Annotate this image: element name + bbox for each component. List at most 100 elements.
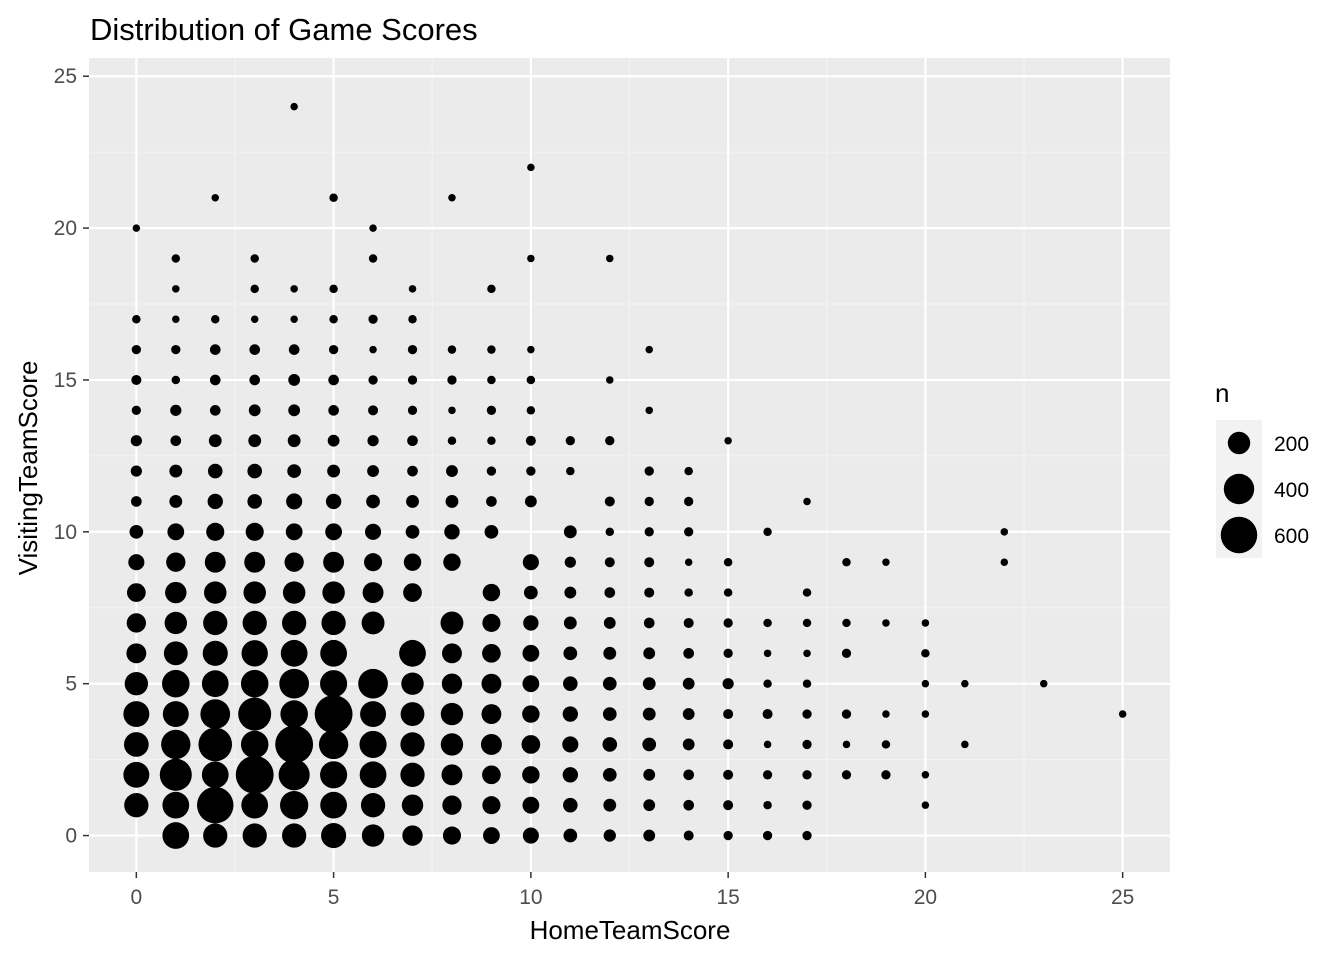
data-point [126,583,146,602]
data-point [842,618,851,628]
x-tick-label: 15 [716,886,739,909]
data-point [643,829,656,842]
data-point [290,102,298,111]
data-point [203,823,228,848]
data-point [1118,710,1127,718]
data-point [683,617,694,628]
data-point [684,466,693,476]
data-point [408,314,417,324]
data-point [368,254,378,263]
data-point [482,613,501,632]
data-point [602,737,618,752]
data-point [522,554,539,571]
data-point [723,830,733,841]
data-point [802,588,812,597]
data-point [282,610,307,636]
x-axis-title: HomeTeamScore [530,915,731,945]
data-point [527,345,535,354]
data-point [320,791,347,819]
legend-key-point [1227,431,1251,455]
data-point [368,314,378,324]
data-point [563,828,578,843]
data-point [762,830,773,841]
data-point [487,436,496,445]
data-point [290,285,298,293]
legend-key-point [1220,516,1258,554]
data-point [242,610,267,636]
data-point [203,610,228,636]
data-point [400,762,425,787]
data-point [522,675,540,693]
data-point [328,344,339,355]
data-point [366,494,380,509]
data-point [441,764,463,786]
data-point [642,737,657,752]
data-point [407,435,418,447]
data-point [131,374,142,385]
data-point [442,643,462,664]
data-point [240,730,269,759]
y-tick-label: 25 [54,65,77,88]
data-point [642,707,656,721]
data-point [723,709,734,720]
data-point [247,494,262,509]
data-point [200,699,231,729]
data-point [129,524,144,539]
data-point [684,496,694,507]
data-point [405,524,420,539]
data-point [360,793,386,818]
data-point [172,315,180,323]
y-tick-label: 15 [54,369,77,392]
data-point [327,434,340,447]
data-point [329,284,338,294]
data-point [1040,679,1048,688]
data-point [483,827,500,844]
data-point [605,527,615,537]
data-point [526,406,536,415]
y-tick-label: 10 [54,521,77,544]
data-point [318,729,349,760]
data-point [563,797,578,813]
data-point [961,679,969,688]
data-point [802,739,812,750]
data-point [238,697,272,731]
data-point [482,643,501,663]
data-point [314,695,353,733]
data-point [323,551,345,573]
data-point [240,669,269,698]
data-point [448,406,456,415]
data-point [604,587,616,598]
data-point [162,791,190,819]
data-point [524,585,538,600]
data-point [164,611,188,635]
data-point [211,314,220,324]
data-point [201,670,229,698]
data-point [644,466,654,476]
legend-label: 400 [1274,479,1309,502]
data-point [249,374,261,386]
data-point [171,375,181,385]
data-point [124,793,149,818]
data-point [162,669,190,698]
data-point [162,701,189,728]
data-point [367,435,379,447]
data-point [763,740,772,749]
data-point [723,739,734,750]
data-point [526,466,536,476]
data-point [365,523,382,540]
data-point [763,800,772,810]
data-point [321,822,347,849]
data-point [245,522,264,541]
data-point [209,374,221,386]
data-point [682,677,695,690]
data-point [286,493,303,510]
data-point [724,436,732,445]
data-point [329,314,338,324]
data-point [604,496,615,507]
data-point [562,706,579,722]
data-point [169,464,183,478]
data-point [522,644,540,662]
data-point [280,639,308,667]
data-point [163,641,188,666]
data-point [320,761,348,789]
